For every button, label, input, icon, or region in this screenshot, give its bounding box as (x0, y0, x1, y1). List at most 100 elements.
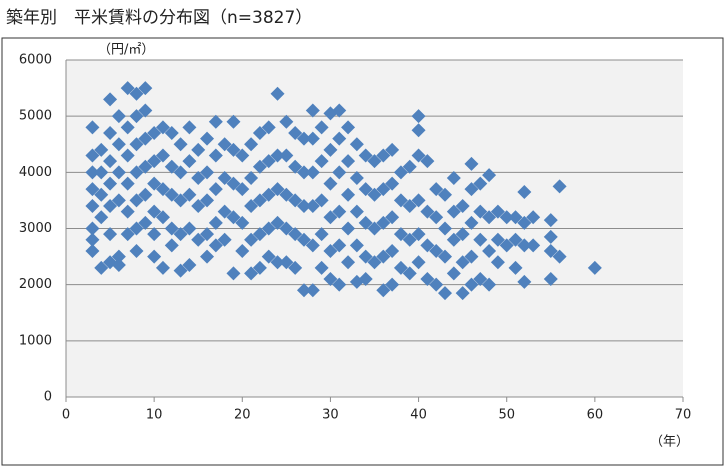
scatter-point (411, 148, 426, 163)
scatter-point (296, 131, 311, 146)
scatter-point (191, 170, 206, 185)
scatter-point (429, 182, 444, 197)
scatter-point (173, 137, 188, 152)
scatter-point (155, 148, 170, 163)
scatter-point (490, 204, 505, 219)
scatter-point (464, 182, 479, 197)
scatter-point (420, 272, 435, 287)
scatter-point (147, 204, 162, 219)
scatter-point (402, 159, 417, 174)
scatter-point (208, 148, 223, 163)
scatter-point (358, 272, 373, 287)
scatter-point (208, 238, 223, 253)
scatter-point (111, 137, 126, 152)
scatter-point (376, 182, 391, 197)
scatter-point (94, 210, 109, 225)
scatter-point (270, 255, 285, 270)
scatter-point (288, 260, 303, 275)
scatter-point (358, 182, 373, 197)
scatter-point (164, 126, 179, 141)
scatter-point (235, 215, 250, 230)
scatter-point (138, 131, 153, 146)
scatter-point (191, 142, 206, 157)
scatter-point (111, 258, 126, 273)
scatter-point (358, 148, 373, 163)
scatter-point (402, 199, 417, 214)
scatter-point (552, 179, 567, 194)
scatter-point (482, 168, 497, 183)
chart-title: 築年別 平米賃料の分布図（n=3827） (6, 8, 312, 28)
scatter-point (499, 210, 514, 225)
scatter-point (252, 227, 267, 242)
scatter-point (464, 277, 479, 292)
scatter-point (517, 184, 532, 199)
x-tick-label: 30 (322, 408, 339, 423)
scatter-point (279, 148, 294, 163)
scatter-point (393, 227, 408, 242)
scatter-point (341, 120, 356, 135)
scatter-point (455, 199, 470, 214)
scatter-point (464, 156, 479, 171)
scatter-point (129, 193, 144, 208)
scatter-point (182, 258, 197, 273)
scatter-point (464, 249, 479, 264)
scatter-point (543, 243, 558, 258)
scatter-point (455, 286, 470, 301)
scatter-point (587, 260, 602, 275)
scatter-point (288, 227, 303, 242)
scatter-point (147, 154, 162, 169)
scatter-point (252, 193, 267, 208)
scatter-point (473, 204, 488, 219)
scatter-point (217, 204, 232, 219)
scatter-point (155, 120, 170, 135)
scatter-point (138, 159, 153, 174)
scatter-point (446, 204, 461, 219)
scatter-point (138, 215, 153, 230)
scatter-point (385, 142, 400, 157)
y-tick-label: 2000 (19, 277, 52, 292)
scatter-point (482, 210, 497, 225)
scatter-point (490, 232, 505, 247)
scatter-point (314, 260, 329, 275)
scatter-point (376, 249, 391, 264)
scatter-point (261, 249, 276, 264)
scatter-point (543, 213, 558, 228)
x-tick-label: 50 (498, 408, 515, 423)
scatter-point (103, 227, 118, 242)
scatter-point (226, 266, 241, 281)
scatter-point (261, 154, 276, 169)
scatter-point (420, 154, 435, 169)
scatter-point (279, 255, 294, 270)
scatter-point (517, 274, 532, 289)
scatter-point (129, 86, 144, 101)
scatter-point (103, 92, 118, 107)
scatter-point (129, 109, 144, 124)
scatter-point (164, 159, 179, 174)
scatter-point (270, 215, 285, 230)
scatter-point (120, 227, 135, 242)
scatter-point (358, 215, 373, 230)
scatter-point (296, 165, 311, 180)
y-tick-label: 0 (44, 390, 52, 405)
scatter-point (103, 126, 118, 141)
scatter-point (208, 215, 223, 230)
scatter-point (279, 114, 294, 129)
scatter-point (138, 81, 153, 96)
scatter-point (103, 176, 118, 191)
scatter-point (332, 103, 347, 118)
scatter-point (429, 210, 444, 225)
scatter-point (367, 154, 382, 169)
scatter-point (482, 277, 497, 292)
scatter-point (438, 249, 453, 264)
scatter-point (393, 165, 408, 180)
scatter-point (279, 187, 294, 202)
scatter-point (173, 165, 188, 180)
scatter-point (508, 210, 523, 225)
scatter-point (235, 148, 250, 163)
scatter-point (411, 193, 426, 208)
scatter-point (411, 255, 426, 270)
scatter-point (473, 176, 488, 191)
scatter-point (155, 182, 170, 197)
scatter-point (526, 238, 541, 253)
scatter-point (164, 187, 179, 202)
